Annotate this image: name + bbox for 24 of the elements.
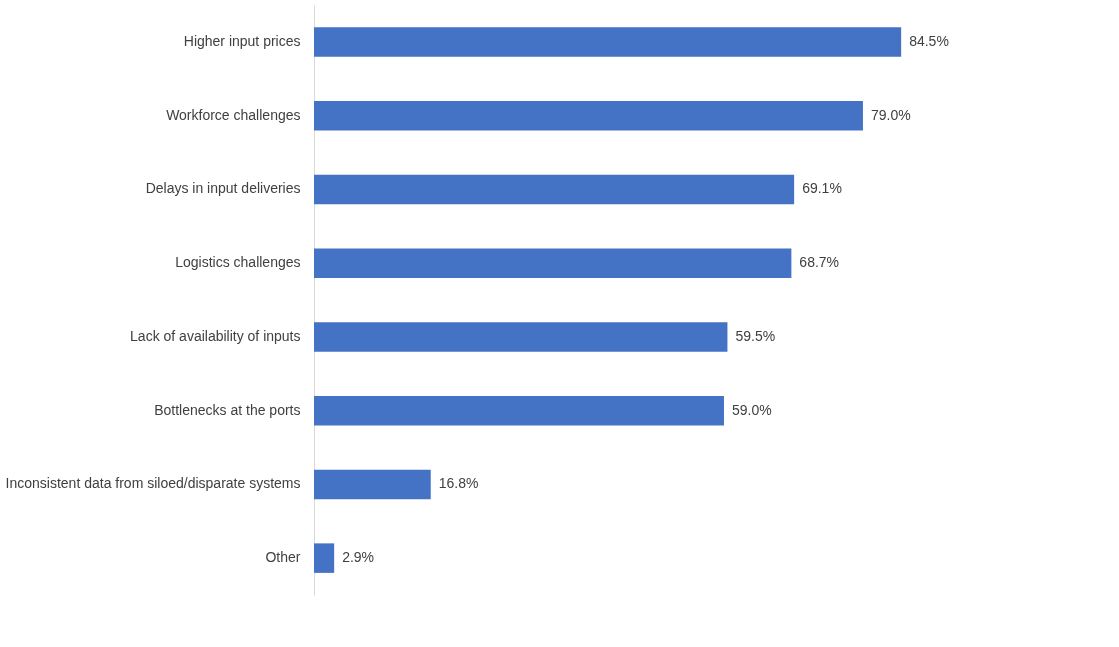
- data-label: 69.1%: [802, 180, 842, 197]
- y-tick-label: Bottlenecks at the ports: [154, 401, 301, 418]
- bar: [314, 322, 728, 352]
- bar: [314, 27, 902, 57]
- y-tick-label: Lack of availability of inputs: [130, 327, 301, 344]
- bar: [314, 174, 795, 205]
- bar: [314, 469, 431, 500]
- y-tick-label: Delays in input deliveries: [145, 180, 301, 197]
- data-label: 59.0%: [731, 401, 772, 418]
- bar: [314, 543, 335, 573]
- y-tick-label: Logistics challenges: [175, 254, 301, 271]
- data-label: 16.8%: [438, 475, 479, 492]
- bar: [314, 100, 863, 131]
- y-tick-label: Workforce challenges: [166, 106, 301, 123]
- data-label: 79.0%: [870, 106, 911, 123]
- data-label: 2.9%: [342, 549, 375, 566]
- data-label: 59.5%: [735, 327, 776, 344]
- y-tick-label: Other: [265, 549, 301, 566]
- bar: [314, 395, 724, 426]
- y-tick-label: Inconsistent data from siloed/disparate systems: [5, 475, 301, 492]
- y-tick-label: Higher input prices: [183, 32, 301, 49]
- bar: [314, 248, 792, 278]
- data-label: 68.7%: [799, 254, 840, 271]
- data-label: 84.5%: [909, 32, 949, 49]
